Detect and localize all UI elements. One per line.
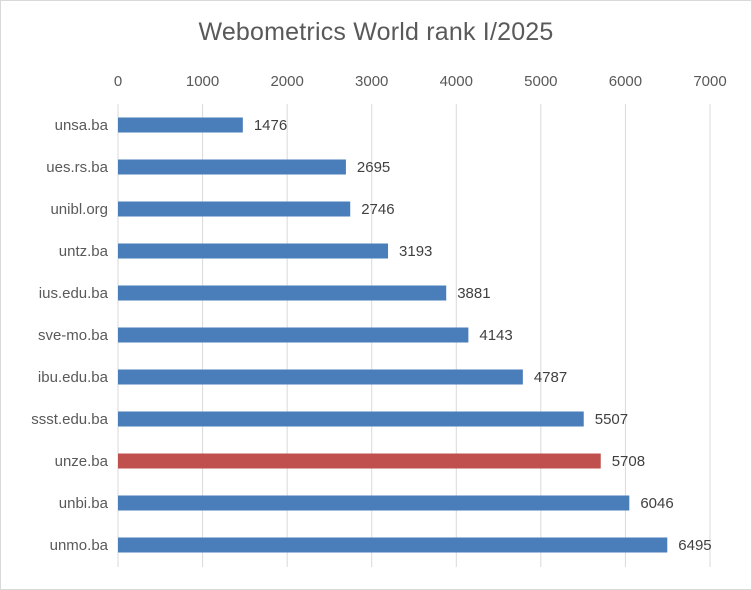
bars <box>118 117 668 553</box>
data-label: 4787 <box>534 369 567 386</box>
x-tick-label: 0 <box>114 73 122 90</box>
data-label: 2695 <box>357 159 390 176</box>
bar <box>118 285 447 301</box>
bar <box>118 117 243 133</box>
bar <box>118 411 584 427</box>
data-label: 4143 <box>479 327 512 344</box>
x-tick-label: 1000 <box>186 73 219 90</box>
x-axis-ticks: 0 1000 2000 3000 4000 5000 6000 7000 <box>114 73 727 90</box>
data-label: 1476 <box>254 117 287 134</box>
category-labels: unsa.ba ues.rs.ba unibl.org untz.ba ius.edu.… <box>31 117 108 554</box>
x-tick-label: 5000 <box>524 73 557 90</box>
x-tick-label: 4000 <box>440 73 473 90</box>
bar <box>118 369 523 385</box>
category-label: unmo.ba <box>50 537 109 554</box>
data-label: 6495 <box>678 537 711 554</box>
x-tick-label: 2000 <box>270 73 303 90</box>
category-label: unbi.ba <box>59 495 109 512</box>
category-label: unsa.ba <box>55 117 109 134</box>
data-label: 6046 <box>640 495 673 512</box>
x-tick-label: 6000 <box>609 73 642 90</box>
category-label: untz.ba <box>59 243 109 260</box>
category-label: unibl.org <box>50 201 108 218</box>
data-label: 3193 <box>399 243 432 260</box>
bar <box>118 159 346 175</box>
data-labels: 1476 2695 2746 3193 3881 4143 4787 5507 5708 6046… <box>254 117 712 554</box>
data-label: 3881 <box>457 285 490 302</box>
bar <box>118 243 389 259</box>
category-label: unze.ba <box>55 453 109 470</box>
category-label: ssst.edu.ba <box>31 411 108 428</box>
category-label: ues.rs.ba <box>46 159 108 176</box>
bar <box>118 201 351 217</box>
bar <box>118 327 469 343</box>
bar <box>118 453 601 469</box>
bar <box>118 495 630 511</box>
x-tick-label: 7000 <box>693 73 726 90</box>
bar <box>118 537 668 553</box>
x-tick-label: 3000 <box>355 73 388 90</box>
data-label: 5708 <box>612 453 645 470</box>
category-label: ibu.edu.ba <box>38 369 109 386</box>
data-label: 5507 <box>595 411 628 428</box>
data-label: 2746 <box>361 201 394 218</box>
chart-title: Webometrics World rank I/2025 <box>198 18 554 46</box>
category-label: ius.edu.ba <box>39 285 109 302</box>
category-label: sve-mo.ba <box>38 327 109 344</box>
